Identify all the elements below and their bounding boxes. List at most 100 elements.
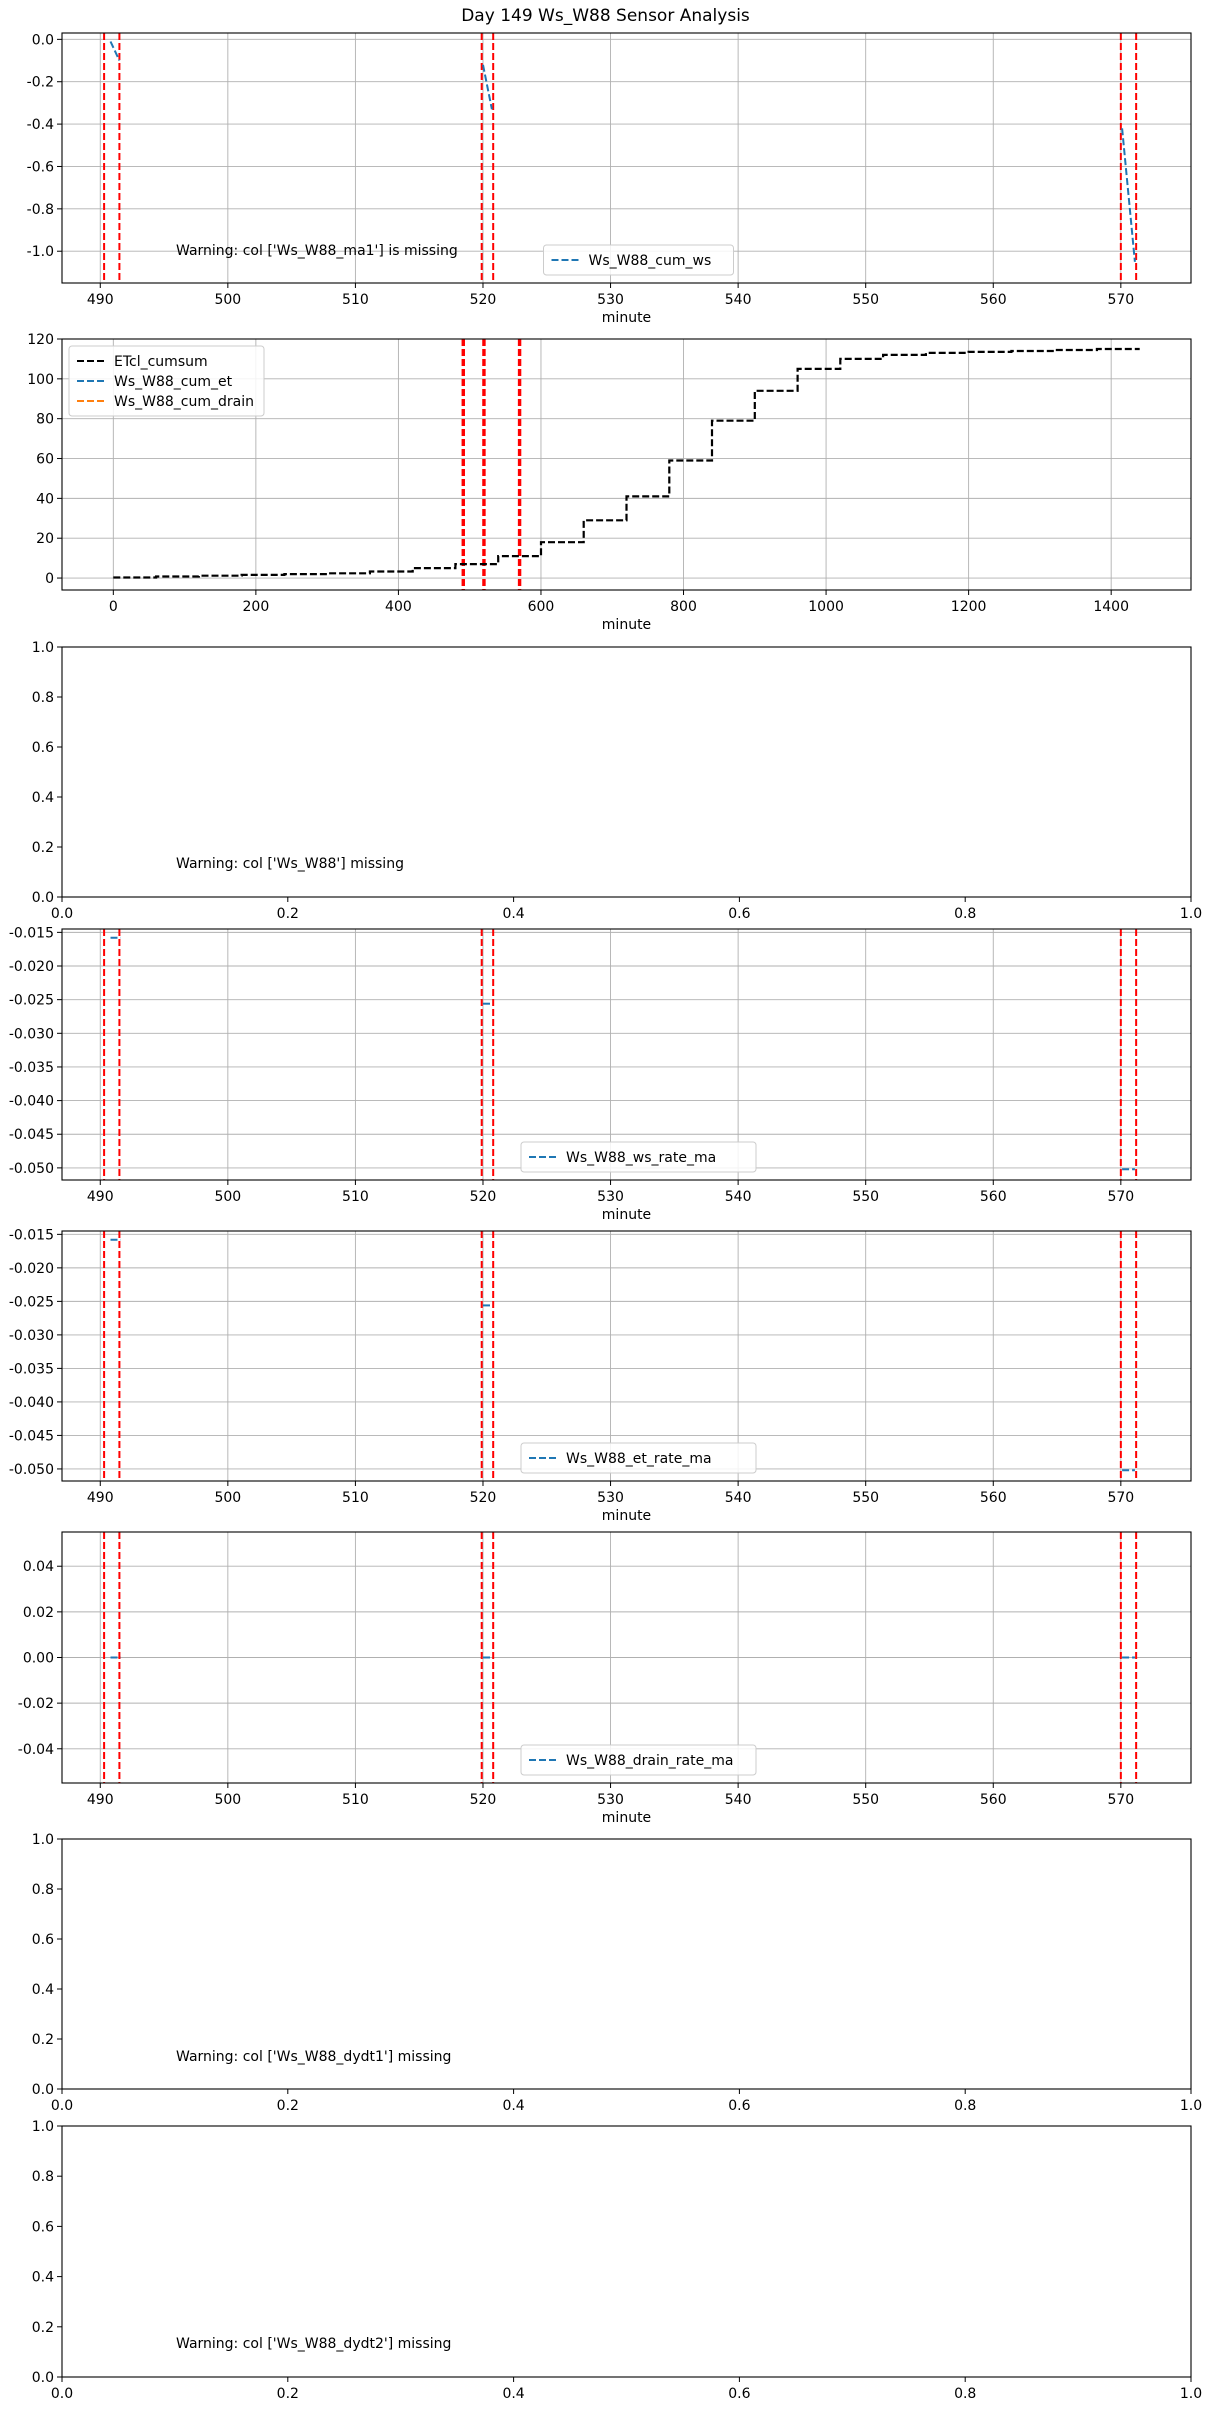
- series-segment: [109, 41, 121, 61]
- y-tick-label: 60: [36, 452, 54, 468]
- figure-title: Day 149 Ws_W88 Sensor Analysis: [461, 6, 750, 26]
- y-tick-label: -0.2: [27, 75, 54, 91]
- x-tick-label: 800: [670, 599, 697, 615]
- y-tick-label: 0.8: [32, 690, 54, 706]
- y-tick-label: -0.025: [9, 1294, 54, 1310]
- y-tick-label: -0.04: [18, 1742, 54, 1758]
- x-tick-label: 0.6: [728, 2098, 750, 2114]
- x-tick-label: 600: [528, 599, 555, 615]
- y-tick-label: -0.025: [9, 993, 54, 1009]
- subplot-1: 490 500 510 520 530 540 550 560 570 0.0 -0.2 -0.4 -0…: [27, 32, 1192, 326]
- x-tick-label: 520: [470, 292, 497, 308]
- legend: Ws_W88_et_rate_ma: [520, 1442, 757, 1474]
- x-tick-label: 0.8: [954, 906, 976, 922]
- y-tick-label: -0.015: [9, 1227, 54, 1243]
- y-tick-label: -0.045: [9, 1428, 54, 1444]
- y-tick-label: 0.0: [32, 2082, 54, 2098]
- x-axis-label: minute: [602, 1508, 651, 1524]
- x-axis-label: minute: [602, 1207, 651, 1223]
- x-tick-label: 540: [725, 1490, 752, 1506]
- x-tick-label: 560: [980, 292, 1007, 308]
- x-tick-label: 1000: [808, 599, 844, 615]
- x-tick-label: 0.4: [502, 2386, 524, 2402]
- x-tick-label: 560: [980, 1792, 1007, 1808]
- x-tick-label: 0.8: [954, 2386, 976, 2402]
- x-tick-label: 570: [1107, 1490, 1134, 1506]
- x-tick-label: 530: [597, 1490, 624, 1506]
- y-tick-label: -0.030: [9, 1328, 54, 1344]
- axes-frame: [61, 1838, 1192, 2090]
- y-tick-label: -0.8: [27, 202, 54, 218]
- y-tick-label: -0.030: [9, 1026, 54, 1042]
- legend-label: Ws_W88_ws_rate_ma: [566, 1150, 716, 1166]
- y-tick-label: 1.0: [32, 640, 54, 656]
- y-tick-label: 0.0: [32, 32, 54, 48]
- x-tick-label: 530: [597, 1189, 624, 1205]
- legend-frame: [543, 244, 734, 276]
- legend-label: ETcl_cumsum: [114, 354, 208, 370]
- warning-text: Warning: col ['Ws_W88_ma1'] is missing: [176, 243, 458, 259]
- legend: Ws_W88_ws_rate_ma: [520, 1141, 757, 1173]
- x-tick-label: 570: [1107, 1792, 1134, 1808]
- y-tick-label: 80: [36, 412, 54, 428]
- y-tick-label: -0.045: [9, 1127, 54, 1143]
- x-tick-label: 1.0: [1180, 2098, 1202, 2114]
- axes-frame: [61, 2125, 1192, 2378]
- x-tick-label: 0.6: [728, 906, 750, 922]
- x-tick-label: 0.2: [277, 2386, 299, 2402]
- x-tick-label: 570: [1107, 1189, 1134, 1205]
- y-tick-label: 0.6: [32, 2219, 54, 2235]
- x-tick-label: 0.2: [277, 906, 299, 922]
- y-tick-label: 0.8: [32, 1882, 54, 1898]
- y-tick-label: 0.0: [32, 890, 54, 906]
- subplot-4: 490 500 510 520 530 540 550 560 570 -0.015 -0.020 -…: [9, 925, 1192, 1223]
- axes-frame: [61, 32, 1192, 284]
- legend-frame: [68, 345, 265, 417]
- y-tick-label: -0.02: [18, 1696, 54, 1712]
- x-tick-label: 500: [214, 1792, 241, 1808]
- y-tick-label: -0.050: [9, 1161, 54, 1177]
- subplot-7: 0.0 0.2 0.4 0.6 0.8 1.0 0.0 0.2 0.4 0.6 0.8 1.0 Warn…: [32, 1832, 1202, 2114]
- x-tick-label: 200: [243, 599, 270, 615]
- x-tick-label: 510: [342, 1792, 369, 1808]
- legend-label: Ws_W88_cum_et: [114, 374, 233, 390]
- subplot-6: 490 500 510 520 530 540 550 560 570 0.04 0.02 0.00 -…: [18, 1531, 1192, 1826]
- legend-label: Ws_W88_drain_rate_ma: [566, 1753, 733, 1769]
- y-tick-label: 0.4: [32, 790, 54, 806]
- y-tick-label: -1.0: [27, 244, 54, 260]
- series-segment: [482, 64, 493, 110]
- x-tick-label: 0.0: [51, 2386, 73, 2402]
- y-tick-label: 0.4: [32, 2270, 54, 2286]
- y-tick-label: 0: [45, 571, 54, 587]
- y-tick-label: -0.050: [9, 1462, 54, 1478]
- x-tick-label: 540: [725, 292, 752, 308]
- x-tick-label: 530: [597, 1792, 624, 1808]
- y-tick-label: 20: [36, 531, 54, 547]
- x-tick-label: 0: [109, 599, 118, 615]
- legend-frame: [520, 1442, 757, 1474]
- legend-label: Ws_W88_et_rate_ma: [566, 1451, 712, 1467]
- y-tick-label: -0.035: [9, 1060, 54, 1076]
- y-tick-label: 0.00: [23, 1651, 54, 1667]
- axes-frame: [61, 928, 1192, 1181]
- axes-frame: [61, 646, 1192, 898]
- subplot-3: 0.0 0.2 0.4 0.6 0.8 1.0 0.0 0.2 0.4 0.6 0.8 1.0 Warn…: [32, 640, 1202, 922]
- y-tick-label: 0.2: [32, 840, 54, 856]
- y-tick-label: -0.040: [9, 1395, 54, 1411]
- x-tick-label: 0.6: [728, 2386, 750, 2402]
- x-tick-label: 500: [214, 1490, 241, 1506]
- y-tick-label: 0.6: [32, 740, 54, 756]
- y-tick-label: 100: [27, 372, 54, 388]
- x-tick-label: 540: [725, 1792, 752, 1808]
- x-tick-label: 1200: [951, 599, 987, 615]
- x-tick-label: 490: [87, 1792, 114, 1808]
- subplot-2: 0 200 400 600 800 1000 1200 1400 0 20 40 60 80 100 120…: [27, 332, 1192, 633]
- y-tick-label: 0.4: [32, 1982, 54, 1998]
- x-tick-label: 510: [342, 292, 369, 308]
- y-tick-label: 120: [27, 332, 54, 348]
- warning-text: Warning: col ['Ws_W88'] missing: [176, 856, 404, 872]
- x-tick-label: 0.0: [51, 2098, 73, 2114]
- y-tick-label: -0.020: [9, 1261, 54, 1277]
- x-tick-label: 560: [980, 1189, 1007, 1205]
